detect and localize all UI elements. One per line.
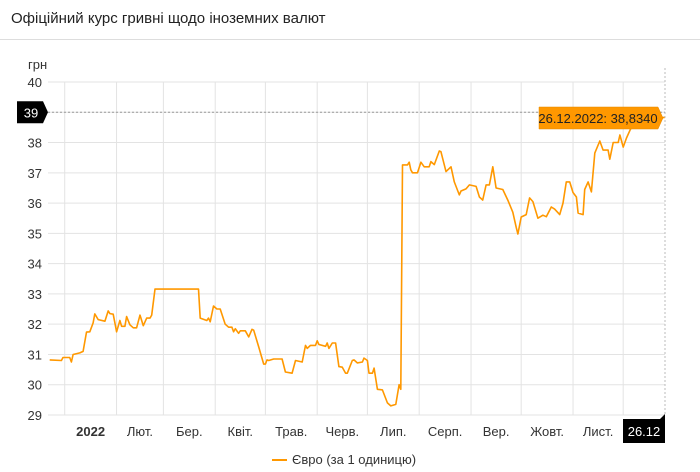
- y-tick-label: 37: [28, 166, 42, 181]
- y-tick-label: 34: [28, 257, 42, 272]
- x-tick-label: Жовт.: [530, 424, 564, 439]
- x-tick-label: 2022: [76, 424, 105, 439]
- x-tick-label: Лют.: [127, 424, 153, 439]
- x-tick-label: Лист.: [583, 424, 613, 439]
- x-tick-label: Трав.: [275, 424, 307, 439]
- x-crosshair-badge: [623, 414, 665, 443]
- x-tick-label: Серп.: [428, 424, 463, 439]
- page-title: Офіційний курс гривні щодо іноземних вал…: [11, 10, 326, 27]
- series-line-euro: [49, 116, 666, 407]
- y-tick-label: 29: [28, 408, 42, 423]
- y-tick-label: 32: [28, 317, 42, 332]
- tooltip-box: [538, 106, 664, 130]
- x-tick-label: Квіт.: [228, 424, 254, 439]
- tooltip-text: 26.12.2022: 38,8340: [538, 111, 657, 126]
- y-axis-label: грн: [28, 57, 47, 72]
- x-crosshair-label: 26.12: [628, 424, 661, 439]
- header: Офіційний курс гривні щодо іноземних вал…: [0, 0, 700, 40]
- y-crosshair-badge: [17, 101, 48, 124]
- y-tick-label: 36: [28, 196, 42, 211]
- y-tick-label: 30: [28, 378, 42, 393]
- y-tick-label: 38: [28, 136, 42, 151]
- x-tick-label: Бер.: [176, 424, 203, 439]
- y-tick-label: 35: [28, 226, 42, 241]
- y-tick-label: 31: [28, 347, 42, 362]
- x-tick-label: Вер.: [483, 424, 510, 439]
- y-tick-label: 40: [28, 75, 42, 90]
- y-tick-label: 33: [28, 287, 42, 302]
- y-crosshair-label: 39: [24, 105, 38, 120]
- x-tick-label: Черв.: [325, 424, 359, 439]
- legend[interactable]: Євро (за 1 одиницю): [272, 452, 416, 467]
- legend-label: Євро (за 1 одиницю): [292, 452, 416, 467]
- x-tick-label: Лип.: [380, 424, 406, 439]
